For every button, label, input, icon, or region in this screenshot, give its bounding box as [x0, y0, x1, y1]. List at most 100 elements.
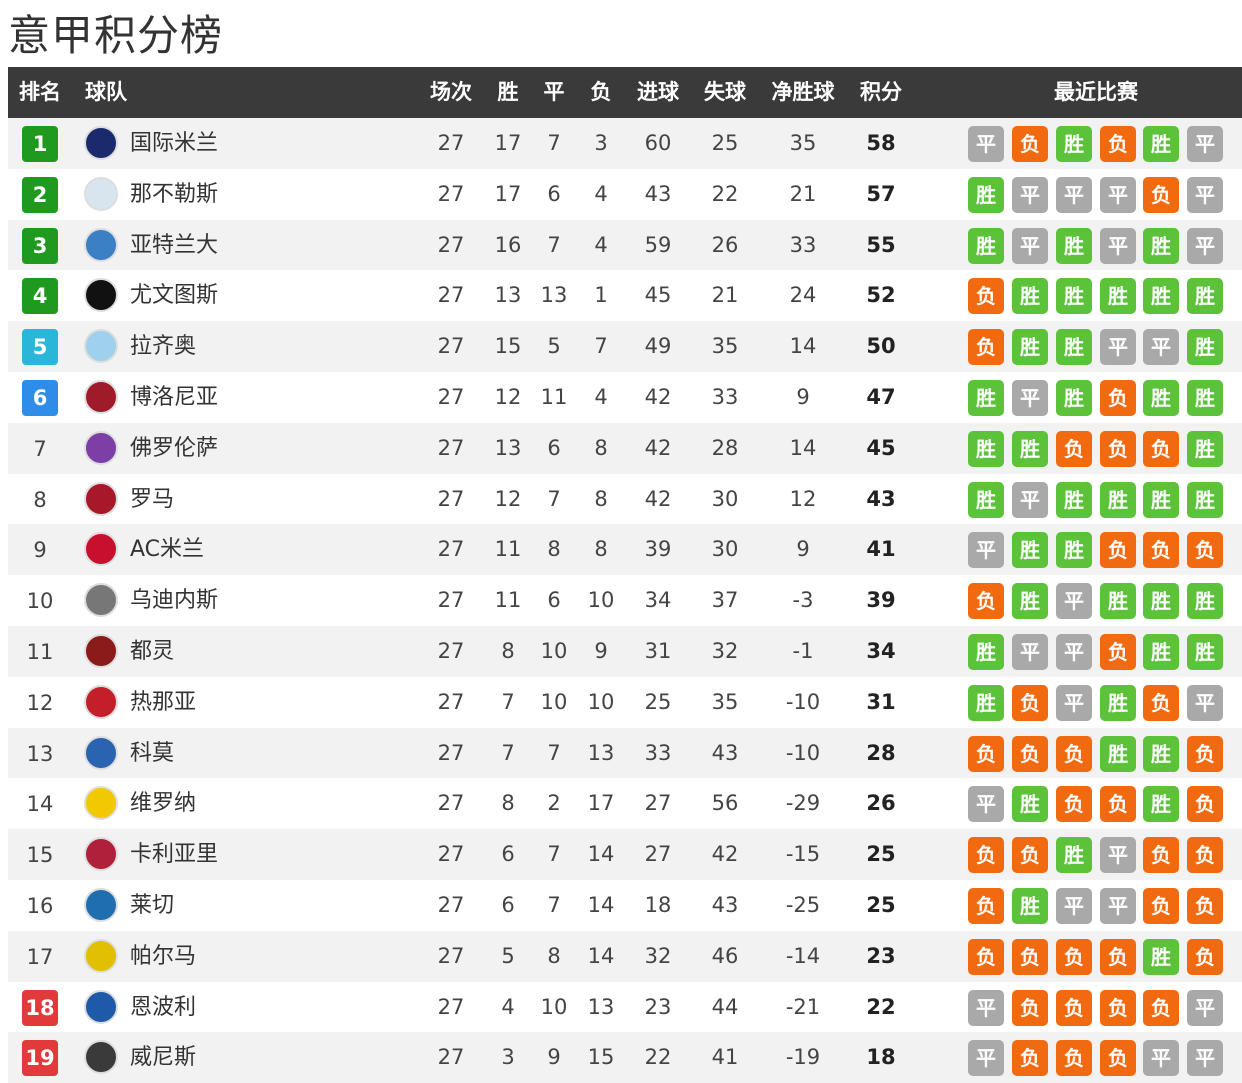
goal-difference-cell: -3: [792, 588, 814, 613]
goals-against-cell: 35: [711, 689, 739, 714]
team-logo-icon: [84, 430, 118, 465]
table-row[interactable]: 2 那不勒斯 27 17 6 4 43 22 21 57 胜平平平负平: [8, 169, 1242, 220]
header-goals-against[interactable]: 失球: [704, 80, 746, 104]
goal-difference-cell: 24: [789, 283, 817, 308]
table-row[interactable]: 10 乌迪内斯 27 11 6 10 34 37 -3 39 负胜平胜胜胜: [8, 575, 1242, 626]
goals-against-cell: 56: [711, 791, 739, 816]
won-cell: 7: [501, 740, 515, 765]
form-badge-win: 胜: [1012, 583, 1048, 620]
team-name[interactable]: 罗马: [130, 486, 175, 512]
form-badge-loss: 负: [1100, 379, 1136, 416]
header-won[interactable]: 胜: [497, 80, 519, 104]
lost-cell: 10: [587, 689, 615, 714]
header-lost[interactable]: 负: [590, 80, 612, 104]
table-row[interactable]: 8 罗马 27 12 7 8 42 30 12 43 胜平胜胜胜胜: [8, 474, 1242, 525]
table-row[interactable]: 16 莱切 27 6 7 14 18 43 -25 25 负胜平平负负: [8, 880, 1242, 931]
form-badge-draw: 平: [1100, 176, 1136, 213]
team-name[interactable]: 卡利亚里: [130, 842, 219, 868]
team-name[interactable]: 莱切: [130, 892, 175, 918]
team-name[interactable]: 威尼斯: [130, 1045, 197, 1071]
table-row[interactable]: 4 尤文图斯 27 13 13 1 45 21 24 52 负胜胜胜胜胜: [8, 270, 1242, 321]
header-points[interactable]: 积分: [860, 80, 902, 104]
form-badge-draw: 平: [1056, 583, 1092, 620]
goals-for-cell: 42: [644, 384, 672, 409]
table-row[interactable]: 13 科莫 27 7 7 13 33 43 -10 28 负负负胜胜负: [8, 727, 1242, 779]
form-badge-win: 胜: [968, 176, 1004, 213]
team-name[interactable]: 都灵: [130, 638, 175, 664]
table-row[interactable]: 12 热那亚 27 7 10 10 25 35 -10 31 胜负平胜负平: [8, 677, 1242, 728]
table-row[interactable]: 14 维罗纳 27 8 2 17 27 56 -29 26 平胜负负胜负: [8, 778, 1242, 829]
goal-difference-cell: -15: [785, 842, 821, 867]
won-cell: 13: [494, 435, 522, 460]
won-cell: 12: [494, 384, 522, 409]
goal-difference-cell: 33: [789, 232, 817, 257]
drawn-cell: 7: [547, 486, 561, 511]
team-name[interactable]: 维罗纳: [130, 791, 197, 817]
table-row[interactable]: 19 威尼斯 27 3 9 15 22 41 -19 18 平负负负平平: [8, 1032, 1242, 1083]
points-cell: 22: [866, 994, 896, 1019]
goal-difference-cell: -21: [785, 994, 821, 1019]
form-badge-win: 胜: [968, 633, 1004, 670]
form-badge-win: 胜: [1187, 329, 1223, 366]
team-name[interactable]: 那不勒斯: [130, 181, 219, 207]
header-goal-difference[interactable]: 净胜球: [771, 80, 835, 104]
table-row[interactable]: 17 帕尔马 27 5 8 14 32 46 -14 23 负负负负胜负: [8, 930, 1242, 982]
table-row[interactable]: 15 卡利亚里 27 6 7 14 27 42 -15 25 负负胜平负负: [8, 829, 1242, 880]
table-row[interactable]: 3 亚特兰大 27 16 7 4 59 26 33 55 胜平胜平胜平: [8, 219, 1242, 271]
table-row[interactable]: 9 AC米兰 27 11 8 8 39 30 9 41 平胜胜负负负: [8, 524, 1242, 576]
goals-against-cell: 26: [711, 232, 739, 257]
goals-against-cell: 42: [711, 842, 739, 867]
form-badge-win: 胜: [1143, 938, 1179, 975]
team-name[interactable]: 博洛尼亚: [130, 384, 219, 410]
team-name[interactable]: 亚特兰大: [130, 232, 219, 258]
goals-against-cell: 46: [711, 943, 739, 968]
goals-for-cell: 49: [644, 334, 672, 359]
header-drawn[interactable]: 平: [543, 80, 565, 104]
team-name[interactable]: 热那亚: [130, 689, 197, 715]
table-row[interactable]: 7 佛罗伦萨 27 13 6 8 42 28 14 45 胜胜负负负胜: [8, 422, 1242, 474]
team-name[interactable]: 乌迪内斯: [130, 588, 219, 614]
header-team[interactable]: 球队: [85, 80, 127, 104]
won-cell: 16: [494, 232, 522, 257]
table-row[interactable]: 1 国际米兰 27 17 7 3 60 25 35 58 平负胜负胜平: [8, 118, 1242, 169]
team-name[interactable]: 尤文图斯: [130, 283, 219, 309]
drawn-cell: 7: [547, 892, 561, 917]
form-badge-loss: 负: [968, 938, 1004, 975]
goal-difference-cell: -14: [785, 943, 821, 968]
played-cell: 27: [437, 232, 465, 257]
team-name[interactable]: 恩波利: [130, 994, 197, 1020]
header-goals-for[interactable]: 进球: [637, 80, 679, 104]
table-row[interactable]: 11 都灵 27 8 10 9 31 32 -1 34 胜平平负胜胜: [8, 625, 1242, 677]
table-row[interactable]: 6 博洛尼亚 27 12 11 4 42 33 9 47 胜平胜负胜胜: [8, 372, 1242, 423]
table-row[interactable]: 18 恩波利 27 4 10 13 23 44 -21 22 平负负负负平: [8, 982, 1242, 1033]
team-name[interactable]: 拉齐奥: [130, 334, 197, 360]
goals-against-cell: 44: [711, 994, 739, 1019]
rank-badge: 2: [22, 176, 58, 213]
table-row[interactable]: 5 拉齐奥 27 15 5 7 49 35 14 50 负胜胜平平胜: [8, 321, 1242, 372]
header-rank[interactable]: 排名: [19, 80, 61, 104]
lost-cell: 1: [594, 283, 608, 308]
form-badge-loss: 负: [1187, 837, 1223, 874]
form-badge-win: 胜: [1100, 684, 1136, 721]
team-logo-icon: [84, 481, 118, 516]
lost-cell: 7: [594, 334, 608, 359]
team-logo-icon: [84, 837, 118, 872]
played-cell: 27: [437, 740, 465, 765]
rank-badge: 8: [33, 487, 47, 512]
goals-against-cell: 30: [711, 486, 739, 511]
team-name[interactable]: 佛罗伦萨: [130, 435, 219, 461]
team-name[interactable]: 科莫: [130, 740, 175, 766]
form-badge-loss: 负: [1100, 532, 1136, 569]
lost-cell: 8: [594, 537, 608, 562]
form-badge-win: 胜: [1012, 532, 1048, 569]
lost-cell: 8: [594, 435, 608, 460]
played-cell: 27: [437, 283, 465, 308]
goals-against-cell: 21: [711, 283, 739, 308]
team-name[interactable]: AC米兰: [130, 537, 205, 563]
drawn-cell: 10: [540, 994, 568, 1019]
header-played[interactable]: 场次: [430, 80, 472, 104]
team-name[interactable]: 国际米兰: [130, 131, 219, 156]
team-name[interactable]: 帕尔马: [130, 943, 197, 969]
goals-for-cell: 39: [644, 537, 672, 562]
form-badge-loss: 负: [1100, 126, 1136, 162]
